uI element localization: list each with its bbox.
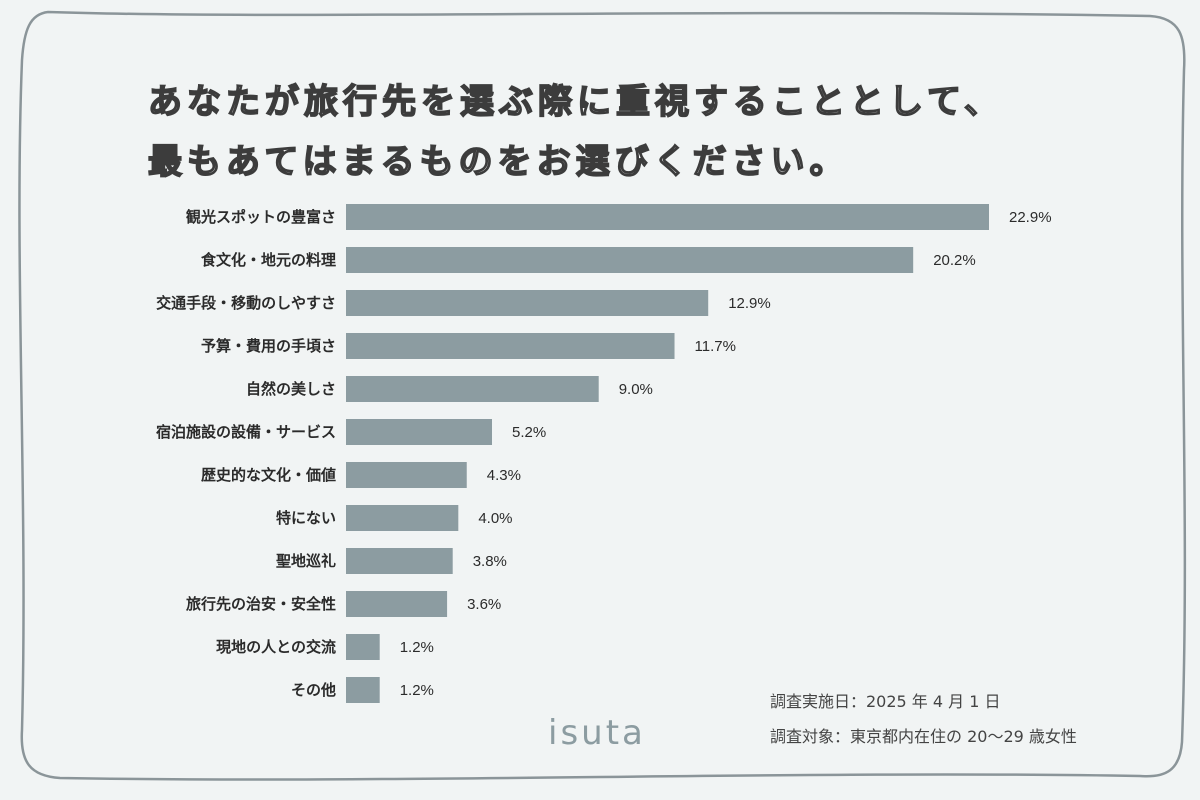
chart-title-line-2: 最もあてはまるものをお選びください。 — [147, 141, 849, 183]
category-label: 自然の美しさ — [246, 380, 336, 398]
category-label: 歴史的な文化・価値 — [201, 466, 336, 484]
category-label: 予算・費用の手頃さ — [201, 337, 336, 355]
category-label: 聖地巡礼 — [276, 552, 336, 570]
bar — [346, 333, 675, 359]
category-label: 食文化・地元の料理 — [201, 251, 336, 269]
bar — [346, 548, 453, 574]
category-label: 交通手段・移動のしやすさ — [156, 294, 336, 312]
bar — [346, 204, 989, 230]
bar — [346, 677, 380, 703]
value-label: 4.0% — [478, 510, 512, 527]
bar — [346, 462, 467, 488]
bar — [346, 290, 709, 316]
value-label: 12.9% — [728, 295, 771, 312]
survey-date-note: 調査実施日：2025 年 4 月 1 日 — [770, 692, 1001, 711]
value-label: 22.9% — [1009, 209, 1052, 226]
category-label: その他 — [291, 681, 336, 699]
bar — [346, 505, 459, 531]
category-label: 特にない — [276, 509, 336, 527]
value-label: 1.2% — [400, 682, 434, 699]
value-label: 3.6% — [467, 596, 501, 613]
bar — [346, 419, 493, 445]
chart-title-line-1: あなたが旅行先を選ぶ際に重視することとして、 — [147, 81, 1004, 123]
category-label: 観光スポットの豊富さ — [186, 208, 336, 226]
value-label: 20.2% — [933, 252, 976, 269]
bar — [346, 376, 599, 402]
value-label: 9.0% — [619, 381, 653, 398]
survey-target-note: 調査対象：東京都内在住の 20〜29 歳女性 — [770, 727, 1077, 746]
value-label: 1.2% — [400, 639, 434, 656]
bar — [346, 247, 914, 273]
value-label: 3.8% — [473, 553, 507, 570]
value-label: 5.2% — [512, 424, 546, 441]
value-label: 4.3% — [487, 467, 521, 484]
category-label: 旅行先の治安・安全性 — [186, 595, 336, 613]
category-label: 宿泊施設の設備・サービス — [156, 423, 336, 441]
bar — [346, 634, 380, 660]
category-label: 現地の人との交流 — [216, 638, 336, 656]
isuta-logo: isuta — [548, 713, 646, 753]
bar — [346, 591, 448, 617]
value-label: 11.7% — [695, 338, 736, 355]
